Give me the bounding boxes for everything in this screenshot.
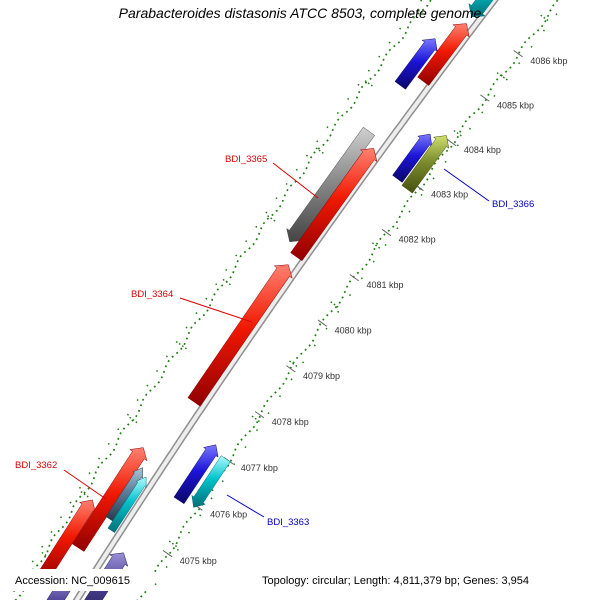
- ruler-tick-label: 4083 kbp: [431, 190, 468, 200]
- ruler-tick: [254, 411, 265, 419]
- genome-title: Parabacteroides distasonis ATCC 8503, co…: [119, 5, 482, 21]
- gene-arrow[interactable]: [401, 135, 450, 194]
- gc-data-point: [496, 72, 506, 80]
- ruler-tick: [162, 550, 173, 558]
- status-accession: Accession: NC_009615: [15, 575, 130, 587]
- gene-labels: BDI_3362 BDI_3363 BDI_3364 BDI_3365 BDI_3366: [15, 154, 534, 528]
- status-summary: Topology: circular; Length: 4,811,379 bp…: [262, 575, 529, 587]
- gc-data-point: [330, 301, 340, 309]
- gc-data-point: [453, 129, 463, 137]
- gene-arrow[interactable]: [105, 467, 143, 522]
- ruler-tick: [480, 94, 490, 102]
- gene-label-leader: [63, 469, 107, 500]
- backbone: [72, 0, 499, 600]
- ruler-tick: [349, 274, 360, 282]
- ruler-tick-label: 4077 kbp: [241, 463, 278, 473]
- ruler-tick-label: 4076 kbp: [210, 509, 247, 519]
- gene-label-leader: [226, 494, 265, 518]
- ruler-tick-label: 4078 kbp: [272, 417, 309, 427]
- gc-data-point: [540, 14, 550, 22]
- gene-label-leader: [272, 162, 319, 199]
- gene-arrow[interactable]: [417, 23, 470, 86]
- ruler-tick-label: 4079 kbp: [303, 371, 340, 381]
- gc-data-point: [314, 146, 324, 154]
- ruler-tick: [286, 365, 296, 373]
- ruler-tick-label: 4080 kbp: [335, 325, 372, 335]
- status-bar-background: [6, 569, 154, 591]
- ruler-tick: [446, 139, 457, 147]
- gc-data-point: [128, 416, 138, 424]
- gene-arrow-bdi_3363[interactable]: [173, 444, 219, 505]
- gc-dotted-line: [144, 0, 569, 600]
- gene-arrow[interactable]: [107, 476, 147, 533]
- ruler-tick-label: 4084 kbp: [464, 145, 501, 155]
- gene-label[interactable]: BDI_3362: [15, 460, 57, 471]
- gene-arrow[interactable]: [468, 0, 513, 18]
- backbone-highlight: [74, 0, 497, 600]
- gc-data-point: [266, 214, 276, 222]
- gene-label-leader: [179, 297, 253, 323]
- gc-data-point: [40, 551, 50, 559]
- gene-label-leader: [443, 168, 490, 202]
- gc-data-point: [168, 540, 178, 548]
- gc-data-point: [371, 242, 381, 250]
- ruler-tick-label: 4082 kbp: [399, 235, 436, 245]
- gc-data-point: [416, 8, 426, 16]
- gene-label[interactable]: BDI_3366: [492, 199, 534, 210]
- gc-data-point: [251, 415, 261, 423]
- gene-arrow-bdi_3362[interactable]: [71, 447, 148, 552]
- ruler-tick-label: 4085 kbp: [497, 100, 534, 110]
- gene-arrow-bdi_3364[interactable]: [187, 264, 293, 407]
- gene-arrow[interactable]: [394, 38, 438, 90]
- gc-data-point: [363, 79, 373, 87]
- gene-label[interactable]: BDI_3363: [267, 517, 309, 528]
- ruler-tick: [513, 50, 523, 58]
- gene-arrow-bdi_3365[interactable]: [290, 148, 378, 262]
- gene-features: [35, 0, 513, 600]
- gc-dotted-line: [136, 0, 560, 600]
- gc-data-point: [221, 278, 231, 286]
- gene-arrow[interactable]: [191, 455, 231, 508]
- ruler-tick-label: 4086 kbp: [530, 56, 567, 66]
- ruler-tick-label: 4075 kbp: [180, 556, 217, 566]
- ruler-tick: [317, 319, 328, 327]
- ruler-tick-label: 4081 kbp: [367, 280, 404, 290]
- ruler-tick: [381, 228, 392, 237]
- gc-data-point: [79, 490, 89, 498]
- gene-label[interactable]: BDI_3364: [131, 289, 173, 300]
- gc-dotted-line: [14, 0, 432, 600]
- gc-data-point: [178, 342, 187, 350]
- gene-label[interactable]: BDI_3365: [225, 154, 267, 165]
- gene-arrow-bdi_3366[interactable]: [392, 133, 433, 183]
- ruler: 4075 kbp 4076 kbp 4077 kbp 4078 kbp 4079 kbp…: [162, 50, 567, 566]
- gc-data-point: [289, 360, 299, 368]
